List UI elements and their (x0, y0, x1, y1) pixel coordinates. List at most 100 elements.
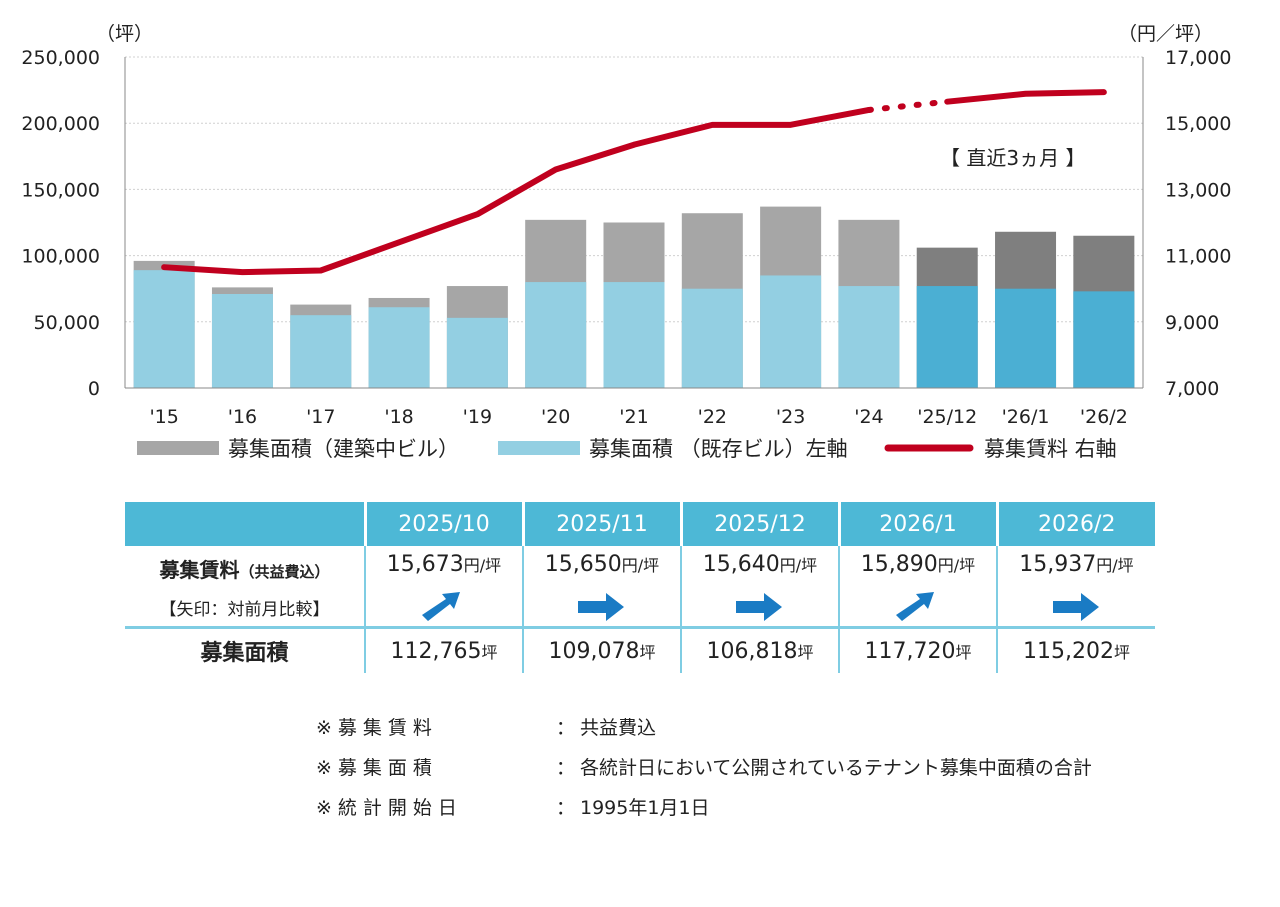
rent-value: 15,890 (860, 552, 938, 577)
rent-point (163, 266, 165, 268)
rent-unit: 円/坪 (779, 556, 818, 575)
right-tick-label: 17,000 (1165, 47, 1231, 69)
rent-point (868, 109, 870, 111)
left-axis-unit: （坪） (96, 23, 153, 45)
x-tick-label: '16 (228, 406, 257, 428)
rent-unit: 円/坪 (463, 556, 502, 575)
area-unit: 坪 (639, 642, 656, 662)
area-cell: 109,078坪 (523, 627, 682, 673)
bar-existing (603, 282, 665, 388)
bar-existing (368, 307, 430, 388)
legend-swatch-construction (137, 441, 219, 455)
right-tick-label: 13,000 (1165, 179, 1231, 201)
x-tick-label: '21 (619, 406, 648, 428)
table-header-month: 2025/12 (681, 502, 841, 546)
rent-vacancy-chart: 0 50,000 100,000 150,000 200,000 250,000 7,000… (21, 23, 1231, 461)
area-row-label: 募集面積 (200, 641, 289, 666)
footnote-key: ※募集面積 (316, 756, 438, 779)
footnote-key: ※募集賃料 (316, 716, 438, 739)
bar-existing (760, 275, 822, 388)
footnote-value: 共益費込 (580, 716, 657, 739)
area-unit: 坪 (481, 642, 498, 662)
rent-point (633, 144, 635, 146)
area-value: 109,078 (548, 638, 640, 664)
rent-line-yearly (161, 106, 872, 276)
rent-label-note: （共益費込） (239, 563, 330, 581)
rent-line-gap (865, 98, 951, 113)
area-unit: 坪 (955, 642, 972, 662)
area-value: 112,765 (390, 638, 482, 664)
bar-existing (211, 293, 273, 388)
right-tick-label: 9,000 (1165, 312, 1219, 334)
monthly-summary-table: 2025/10 2025/11 2025/12 2026/1 2026/2 募集… (125, 502, 1155, 673)
footnote-value: 各統計日において公開されているテナント募集中面積の合計 (580, 756, 1092, 779)
area-row-label-cell: 募集面積 (125, 627, 366, 673)
area-cell: 117,720坪 (839, 627, 998, 673)
bar-existing (290, 315, 352, 388)
rent-cell: 15,890円/坪 (839, 546, 998, 629)
table-header-corner (125, 502, 367, 546)
legend-label-rent: 募集賃料 右軸 (984, 437, 1117, 461)
rent-point (398, 241, 400, 243)
arrow-right-shape (736, 593, 782, 621)
bar-existing (446, 317, 508, 388)
legend-label-existing: 募集面積 （既存ビル）左軸 (589, 437, 848, 461)
rent-point (241, 271, 243, 273)
table-header-month: 2026/1 (839, 502, 999, 546)
bar-existing (916, 286, 978, 388)
rent-cell: 15,650円/坪 (523, 546, 682, 629)
rent-line (161, 89, 1107, 276)
table-header-row: 2025/10 2025/11 2025/12 2026/1 2026/2 (125, 502, 1155, 546)
left-tick-label: 100,000 (21, 246, 100, 268)
left-tick-label: 200,000 (21, 113, 100, 135)
arrow-legend-note: 【矢印：対前月比較】 (159, 600, 330, 620)
left-tick-label: 50,000 (34, 312, 100, 334)
rent-row-label: 募集賃料（共益費込） (159, 558, 330, 582)
footnote: ※募集賃料：共益費込 (316, 706, 1092, 746)
footnote: ※募集面積：各統計日において公開されているテナント募集中面積の合計 (316, 746, 1092, 786)
arrow-up-shape (422, 592, 460, 621)
area-value: 106,818 (706, 638, 798, 664)
rent-point (476, 213, 478, 215)
footnote-value: 1995年1月1日 (580, 796, 710, 819)
bar-existing (838, 286, 900, 388)
area-value: 117,720 (864, 638, 956, 664)
rent-point (320, 269, 322, 271)
arrow-up-icon (896, 592, 934, 621)
area-value: 115,202 (1023, 638, 1114, 664)
x-tick-label: '24 (854, 406, 883, 428)
arrow-right-icon (578, 593, 624, 621)
arrow-right-icon (736, 593, 782, 621)
area-cell: 115,202坪 (997, 628, 1155, 674)
x-tick-label: '22 (698, 406, 727, 428)
x-tick-label: '15 (149, 406, 178, 428)
arrow-right-shape (578, 593, 624, 621)
x-tick-label: '25/12 (917, 406, 977, 428)
bars (133, 206, 1135, 388)
rent-point (711, 124, 713, 126)
bar-existing (1073, 291, 1135, 388)
right-tick-label: 15,000 (1165, 113, 1231, 135)
rent-value: 15,673 (386, 552, 464, 577)
right-tick-label: 7,000 (1165, 378, 1219, 400)
area-cell: 112,765坪 (365, 627, 524, 673)
rent-cell: 15,640円/坪 (681, 546, 840, 629)
table-row-rent: 募集賃料（共益費込） 【矢印：対前月比較】 15,673円/坪 15,650円/… (125, 546, 1155, 629)
rent-point (790, 124, 792, 126)
table-header-month: 2025/10 (365, 502, 525, 546)
rent-value: 15,640 (702, 552, 780, 577)
arrow-up-icon (422, 592, 460, 621)
area-unit: 坪 (797, 642, 814, 662)
x-tick-label: '23 (776, 406, 805, 428)
left-tick-label: 250,000 (21, 47, 100, 69)
rent-unit: 円/坪 (937, 556, 976, 575)
area-cell: 106,818坪 (681, 627, 840, 673)
footnotes: ※募集賃料：共益費込 ※募集面積：各統計日において公開されているテナント募集中面… (316, 706, 1092, 826)
legend: 募集面積（建築中ビル） 募集面積 （既存ビル）左軸 募集賃料 右軸 (137, 437, 1117, 461)
table-row-area: 募集面積 112,765坪 109,078坪 106,818坪 117,720坪… (125, 627, 1155, 674)
rent-point (1025, 93, 1027, 95)
arrow-right-icon (1052, 593, 1099, 621)
x-tick-label: '17 (306, 406, 335, 428)
x-tick-label: '26/1 (1002, 406, 1050, 428)
rent-point (555, 169, 557, 171)
